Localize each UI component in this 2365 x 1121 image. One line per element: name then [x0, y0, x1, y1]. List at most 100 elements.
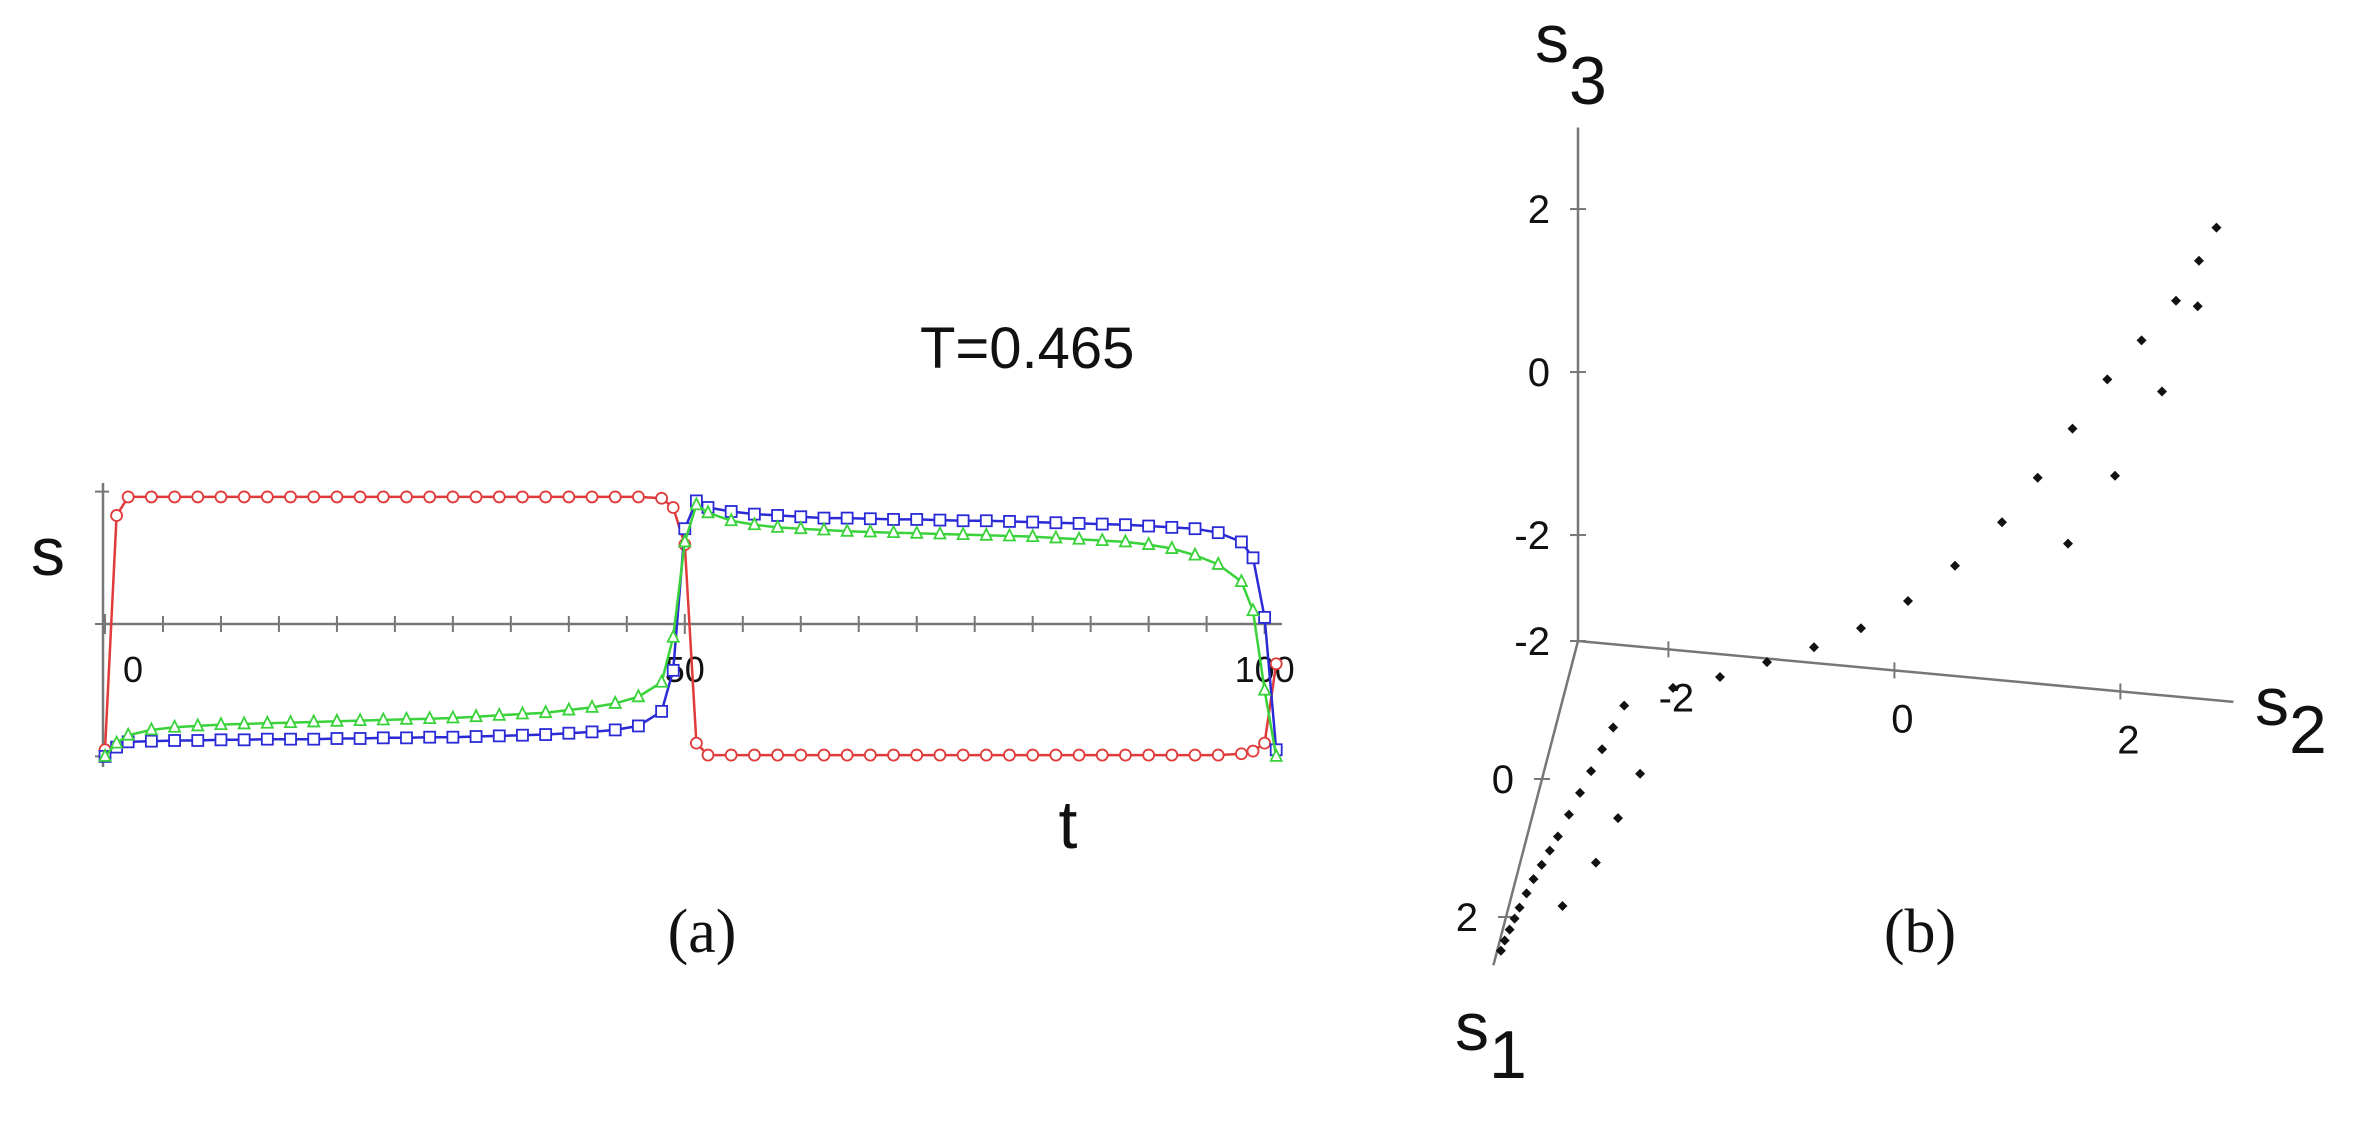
- marker: [817, 748, 831, 762]
- marker: [1188, 522, 1202, 536]
- point: [1495, 945, 1506, 956]
- marker: [910, 748, 924, 762]
- marker: [1165, 520, 1179, 534]
- marker: [376, 490, 390, 504]
- marker: [400, 731, 413, 745]
- point: [1575, 787, 1585, 798]
- marker: [1246, 602, 1260, 617]
- x-axis: [1492, 640, 1580, 966]
- marker: [284, 732, 297, 746]
- marker: [306, 713, 321, 728]
- marker: [654, 673, 669, 688]
- marker: [979, 514, 993, 528]
- y-axis-label: s2: [2255, 664, 2327, 768]
- z-tick-label: -2: [1514, 514, 1550, 558]
- marker: [469, 730, 483, 743]
- marker: [863, 523, 878, 538]
- y-tick-label: -2: [1659, 676, 1695, 720]
- marker: [1025, 528, 1040, 543]
- marker: [689, 496, 704, 511]
- marker: [190, 717, 205, 732]
- marker: [887, 748, 900, 762]
- z-tick-label: 2: [1528, 188, 1550, 232]
- marker: [400, 490, 413, 504]
- x-tick-label: -2: [1514, 620, 1550, 664]
- marker: [260, 490, 274, 504]
- marker: [816, 521, 831, 536]
- caption: (b): [1884, 898, 1956, 966]
- marker: [1003, 515, 1016, 528]
- label-base: s: [1455, 989, 1489, 1065]
- label-subscript: 1: [1489, 1017, 1527, 1093]
- point: [1597, 744, 1608, 755]
- marker: [1211, 748, 1225, 762]
- point: [1668, 682, 1678, 693]
- marker: [110, 509, 123, 522]
- label-base: s: [2255, 664, 2289, 740]
- marker: [1235, 535, 1248, 549]
- marker: [214, 490, 228, 504]
- marker: [121, 490, 135, 504]
- marker: [260, 714, 275, 729]
- marker: [1235, 747, 1248, 761]
- marker: [1095, 532, 1110, 546]
- point: [1619, 700, 1630, 711]
- marker: [1002, 527, 1017, 542]
- marker: [144, 721, 159, 736]
- marker: [237, 733, 251, 747]
- marker: [1257, 681, 1272, 696]
- x-axis-label: t: [1059, 787, 1078, 863]
- marker: [144, 490, 158, 504]
- marker: [632, 490, 645, 504]
- marker: [840, 522, 855, 537]
- marker: [1119, 518, 1132, 532]
- marker: [307, 490, 321, 504]
- marker: [979, 748, 993, 762]
- marker: [631, 688, 646, 703]
- marker: [260, 732, 274, 746]
- marker: [1118, 533, 1133, 548]
- marker: [1165, 748, 1179, 762]
- marker: [689, 736, 703, 750]
- marker: [237, 490, 251, 504]
- marker: [445, 709, 460, 724]
- annotation: T=0.465: [920, 316, 1134, 381]
- marker: [307, 732, 321, 746]
- marker: [353, 712, 368, 727]
- x-tick-label: 0: [1492, 758, 1514, 802]
- marker: [1188, 748, 1202, 762]
- y-axis-label: s: [31, 514, 65, 590]
- marker: [701, 504, 715, 519]
- marker: [724, 748, 738, 762]
- point: [2110, 470, 2120, 481]
- marker: [492, 729, 506, 743]
- marker: [330, 490, 344, 504]
- marker: [1048, 529, 1063, 544]
- marker: [1072, 748, 1086, 762]
- marker: [144, 734, 158, 748]
- point: [2067, 423, 2078, 434]
- marker: [909, 524, 924, 539]
- marker: [539, 490, 553, 504]
- marker: [608, 490, 622, 504]
- marker: [794, 748, 808, 762]
- marker: [353, 732, 367, 745]
- marker: [1049, 516, 1063, 530]
- point: [1528, 874, 1539, 885]
- marker: [747, 516, 762, 531]
- marker: [1211, 526, 1225, 540]
- marker: [376, 731, 390, 745]
- marker: [109, 734, 124, 749]
- point: [1521, 888, 1532, 899]
- marker: [771, 748, 784, 762]
- marker: [863, 748, 877, 762]
- marker: [1258, 610, 1272, 624]
- marker: [585, 698, 599, 713]
- label-subscript: 2: [2289, 692, 2327, 768]
- marker: [886, 524, 901, 539]
- label-base: s: [1535, 1, 1569, 77]
- marker: [793, 520, 808, 535]
- marker: [956, 514, 970, 528]
- point: [1563, 809, 1574, 820]
